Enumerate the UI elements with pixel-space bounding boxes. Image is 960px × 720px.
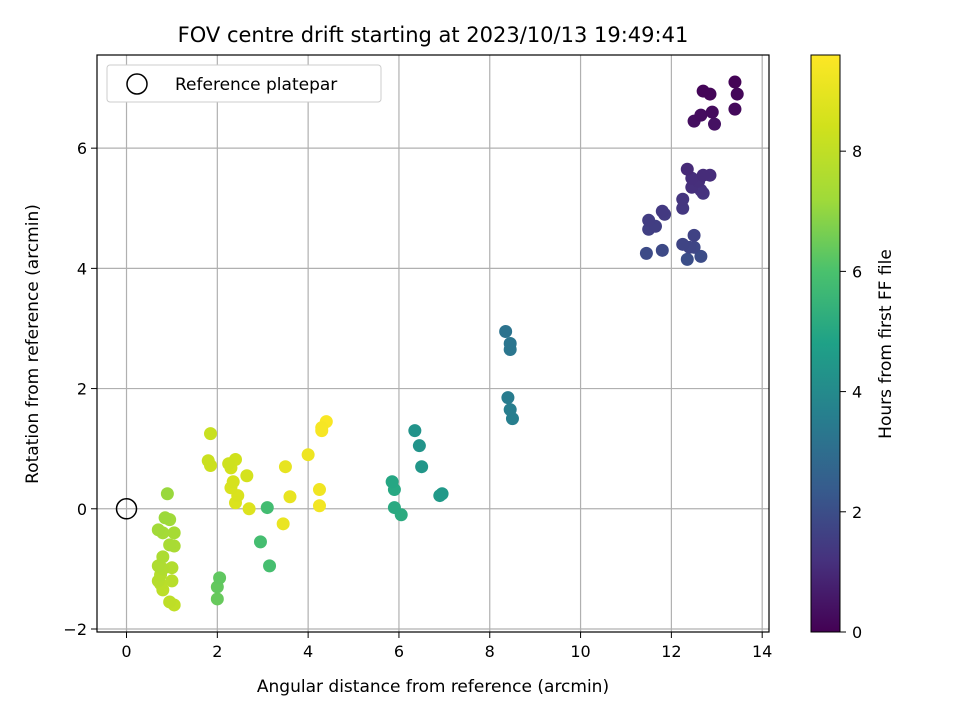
x-tick-label: 10	[570, 642, 590, 661]
y-tick-label: 0	[77, 500, 87, 519]
data-point	[312, 499, 326, 513]
y-tick-label: −2	[63, 620, 87, 639]
data-point	[163, 595, 177, 609]
x-axis-ticks: 0 2 4 6 8 10 12 14	[121, 632, 772, 661]
data-point	[728, 102, 742, 116]
data-point	[694, 108, 708, 122]
data-point	[158, 511, 172, 525]
data-point	[655, 243, 669, 257]
data-point	[696, 168, 710, 182]
chart-title: FOV centre drift starting at 2023/10/13 …	[178, 23, 689, 47]
data-point	[315, 421, 329, 435]
data-point	[503, 337, 517, 350]
data-point	[708, 117, 722, 131]
data-point	[151, 523, 165, 537]
data-point	[242, 502, 256, 516]
data-point	[167, 526, 181, 540]
data-point	[263, 559, 277, 573]
colorbar-tick-label: 2	[852, 503, 862, 522]
x-tick-label: 4	[303, 642, 313, 661]
data-point	[156, 550, 170, 564]
data-point	[728, 75, 742, 89]
data-point	[312, 483, 326, 497]
data-point	[676, 237, 690, 251]
data-point	[730, 87, 744, 101]
legend-entry-label: Reference platepar	[175, 75, 337, 95]
x-tick-label: 6	[394, 642, 404, 661]
data-point	[676, 201, 690, 215]
data-point	[253, 535, 267, 549]
x-tick-label: 2	[212, 642, 222, 661]
reference-marker-group	[115, 498, 138, 520]
y-tick-label: 4	[77, 259, 87, 278]
data-point	[260, 501, 274, 515]
y-axis-label: Rotation from reference (arcmin)	[23, 204, 43, 484]
data-point	[278, 460, 292, 474]
reference-platepar-marker	[115, 498, 138, 520]
x-tick-label: 8	[485, 642, 495, 661]
data-point	[499, 324, 513, 338]
data-point	[680, 162, 694, 176]
colorbar-tick-label: 6	[852, 262, 862, 281]
legend: Reference platepar	[106, 64, 382, 103]
data-point	[163, 538, 177, 552]
colorbar-tick-label: 8	[852, 142, 862, 161]
x-tick-label: 12	[661, 642, 681, 661]
data-point	[213, 571, 227, 585]
data-point	[687, 228, 701, 242]
colorbar-tick-label: 4	[852, 383, 862, 402]
colorbar	[810, 54, 841, 633]
colorbar-tick-label: 0	[852, 623, 862, 642]
x-tick-label: 14	[752, 642, 772, 661]
data-point	[276, 517, 290, 531]
data-point	[655, 204, 669, 218]
plot-area-frame	[96, 54, 770, 633]
x-axis-label: Angular distance from reference (arcmin)	[257, 677, 609, 697]
data-point	[696, 84, 710, 98]
legend-marker-reference	[126, 73, 148, 95]
data-point	[408, 424, 422, 438]
data-point	[435, 487, 449, 501]
data-point	[694, 249, 708, 263]
y-tick-label: 6	[77, 139, 87, 158]
data-point	[226, 475, 240, 489]
colorbar-label: Hours from first FF file	[876, 249, 896, 439]
grid	[97, 55, 769, 632]
data-point	[385, 475, 399, 489]
data-point	[501, 391, 515, 405]
data-point	[705, 105, 719, 119]
data-point	[222, 457, 236, 471]
data-point	[639, 246, 653, 260]
data-point	[301, 448, 315, 462]
data-point	[415, 460, 429, 474]
data-point	[201, 454, 215, 468]
data-point	[283, 490, 297, 504]
data-point	[412, 439, 426, 453]
data-point	[503, 403, 517, 417]
data-point	[160, 487, 174, 501]
data-point	[204, 427, 218, 441]
data-point	[165, 574, 179, 588]
data-points	[151, 75, 744, 612]
x-tick-label: 0	[121, 642, 131, 661]
data-point	[642, 213, 656, 227]
colorbar-ticks: 0 2 4 6 8	[840, 142, 862, 642]
data-point	[680, 252, 694, 266]
y-axis-ticks: −2 0 2 4 6	[63, 139, 97, 639]
legend-box	[106, 64, 382, 103]
data-point	[676, 192, 690, 206]
y-tick-label: 2	[77, 380, 87, 399]
data-point	[210, 592, 224, 606]
data-point	[240, 469, 254, 483]
data-point	[387, 501, 401, 515]
